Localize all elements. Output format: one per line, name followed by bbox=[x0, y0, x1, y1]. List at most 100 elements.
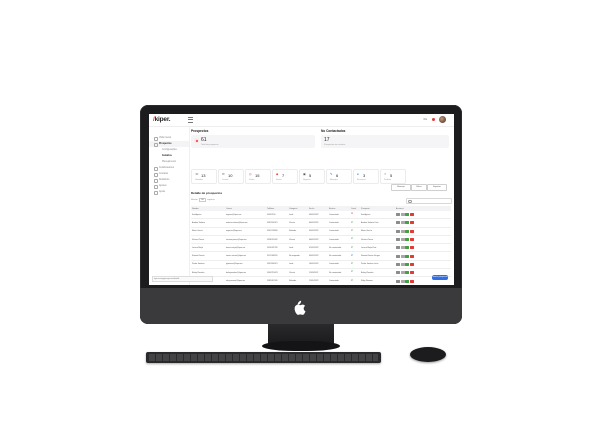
stat-label: Ventas bbox=[276, 179, 282, 181]
call-button[interactable] bbox=[405, 254, 410, 258]
delete-button[interactable] bbox=[409, 238, 414, 242]
table-row[interactable]: Ruby Romero ruby.romero@kiper.mx558901234… bbox=[191, 276, 451, 285]
view-button[interactable] bbox=[396, 238, 400, 242]
sidebar-item[interactable]: Planejamento bbox=[162, 161, 177, 163]
call-button[interactable] bbox=[405, 221, 410, 225]
sidebar-item[interactable]: Ajuda bbox=[149, 189, 189, 195]
message-button[interactable]: Mensaje bbox=[391, 184, 411, 191]
stat-card[interactable]: ▣ 5 Negocios bbox=[299, 169, 325, 184]
stat-card[interactable]: ✉ 10 Correos bbox=[218, 169, 244, 184]
stat-value: 15 bbox=[255, 172, 260, 178]
cell-prospect: Ruby Romero bbox=[360, 276, 395, 285]
column-header[interactable]: Prospecto bbox=[360, 206, 395, 211]
table-row[interactable]: Ilse Aguirre iaguirre@kiper.mx 55432109 Lea… bbox=[191, 211, 451, 220]
entries-select[interactable]: 10 bbox=[199, 198, 206, 202]
user-name[interactable]: Ols bbox=[423, 118, 427, 121]
column-header[interactable]: Acciones bbox=[395, 206, 451, 211]
new-prospect-button[interactable]: Nuevo prospecto bbox=[432, 275, 448, 280]
view-button[interactable] bbox=[396, 271, 400, 275]
app-logo[interactable]: /kiper. bbox=[153, 116, 171, 123]
avatar[interactable] bbox=[439, 116, 446, 123]
view-button[interactable] bbox=[396, 213, 400, 217]
edit-button[interactable] bbox=[400, 246, 405, 250]
table-row[interactable]: Pedro Jiménez pjimenez@kiper.mx 5567894321… bbox=[191, 260, 451, 270]
delete-button[interactable] bbox=[409, 221, 414, 225]
stat-value: 5 bbox=[309, 172, 312, 178]
cell-phone: 5587654321 bbox=[266, 218, 288, 228]
call-button[interactable] bbox=[405, 271, 410, 275]
sidebar-item[interactable]: Cenários bbox=[162, 155, 172, 157]
stat-card[interactable]: ● 3 Reuniones bbox=[353, 169, 379, 184]
call-button[interactable] bbox=[405, 246, 410, 250]
stat-card[interactable]: ☏ 13 Llamadas bbox=[191, 169, 217, 184]
edit-button[interactable] bbox=[400, 262, 405, 266]
stat-card[interactable]: ✕ 5 Perdidos bbox=[380, 169, 406, 184]
column-header[interactable]: Teléfono bbox=[266, 206, 288, 211]
column-header[interactable]: Correo bbox=[225, 206, 266, 211]
sidebar-item[interactable]: Ajustes bbox=[149, 183, 189, 189]
stat-label: Mensajes bbox=[330, 179, 338, 181]
delete-button[interactable] bbox=[409, 271, 414, 275]
prospectos-kpi-card[interactable]: 61 Total de prospectos bbox=[191, 135, 315, 148]
edit-button[interactable] bbox=[400, 238, 405, 242]
column-header[interactable]: Fecha bbox=[308, 206, 328, 211]
sidebar-item[interactable]: Contatos bbox=[149, 171, 189, 177]
view-button[interactable] bbox=[396, 279, 400, 283]
delete-button[interactable] bbox=[409, 213, 414, 217]
hamburger-menu-icon[interactable] bbox=[188, 117, 193, 123]
delete-button[interactable] bbox=[409, 229, 414, 233]
cell-actions bbox=[395, 235, 451, 245]
table-row[interactable]: Bailey Rosales baileyrosales@kiper.mx 5543… bbox=[191, 268, 451, 278]
stat-card[interactable]: ✎ 6 Mensajes bbox=[326, 169, 352, 184]
call-button[interactable] bbox=[405, 262, 410, 266]
stat-label: Reuniones bbox=[357, 179, 366, 181]
stat-value: 6 bbox=[336, 172, 339, 178]
table-row[interactable]: Ramiro Rincón ramiro.rincon@kiper.mx 55123… bbox=[191, 251, 451, 261]
column-header[interactable]: Canal bbox=[350, 206, 360, 211]
sidebar-item[interactable]: Visão Geral bbox=[149, 135, 189, 141]
table-row[interactable]: Victoria Ponce victoria.ponce@kiper.mx 559… bbox=[191, 235, 451, 245]
delete-button[interactable] bbox=[409, 246, 414, 250]
filter-button[interactable]: Filtrar bbox=[411, 184, 427, 191]
notification-icon[interactable] bbox=[432, 118, 435, 121]
call-button[interactable] bbox=[405, 279, 410, 283]
table-row[interactable]: Mario Garcia mgarcia@kiper.mx 5541276890 Re… bbox=[191, 227, 451, 236]
column-header[interactable]: Nombre bbox=[191, 206, 225, 211]
table-row[interactable]: Lorena Mejía lorena.mejia@kiper.mx 5554321… bbox=[191, 243, 451, 253]
call-button[interactable] bbox=[405, 213, 410, 217]
cell-phone: 5598765432 bbox=[266, 235, 288, 245]
export-button[interactable]: Exportar bbox=[427, 184, 447, 191]
view-button[interactable] bbox=[396, 229, 400, 233]
sidebar-item[interactable]: Colaboradores bbox=[149, 165, 189, 171]
sidebar-item[interactable]: Relatórios bbox=[149, 177, 189, 183]
edit-button[interactable] bbox=[400, 279, 405, 283]
stat-card[interactable]: ◎ 15 Visitas bbox=[245, 169, 271, 184]
call-button[interactable] bbox=[405, 238, 410, 242]
view-button[interactable] bbox=[396, 262, 400, 266]
cell-name: Ilse Aguirre bbox=[191, 211, 225, 220]
edit-button[interactable] bbox=[400, 213, 405, 217]
delete-button[interactable] bbox=[409, 279, 414, 283]
delete-button[interactable] bbox=[409, 262, 414, 266]
cell-prospect: Pedro Jiménez León bbox=[360, 260, 395, 270]
sidebar-item[interactable]: Prospectos bbox=[149, 141, 189, 147]
table-row[interactable]: Andrea Salazar andrea.salazar@kiper.mx 558… bbox=[191, 218, 451, 228]
delete-button[interactable] bbox=[409, 254, 414, 258]
edit-button[interactable] bbox=[400, 229, 405, 233]
view-button[interactable] bbox=[396, 221, 400, 225]
column-header[interactable]: Categoría bbox=[288, 206, 308, 211]
view-button[interactable] bbox=[396, 246, 400, 250]
view-button[interactable] bbox=[396, 254, 400, 258]
column-header[interactable]: Estatus bbox=[328, 206, 350, 211]
no-contactados-kpi-card[interactable]: 17 Prospectos sin contacto bbox=[321, 135, 449, 148]
edit-button[interactable] bbox=[400, 271, 405, 275]
edit-button[interactable] bbox=[400, 221, 405, 225]
cell-phone: 5512348765 bbox=[266, 251, 288, 261]
cell-prospect: Ramiro Rincón Vargas bbox=[360, 251, 395, 261]
cell-name: Ramiro Rincón bbox=[191, 251, 225, 261]
call-button[interactable] bbox=[405, 229, 410, 233]
stat-card[interactable]: ◆ 7 Ventas bbox=[272, 169, 298, 184]
edit-button[interactable] bbox=[400, 254, 405, 258]
sidebar-item[interactable]: Configurações bbox=[162, 149, 177, 151]
search-input[interactable] bbox=[406, 198, 452, 204]
